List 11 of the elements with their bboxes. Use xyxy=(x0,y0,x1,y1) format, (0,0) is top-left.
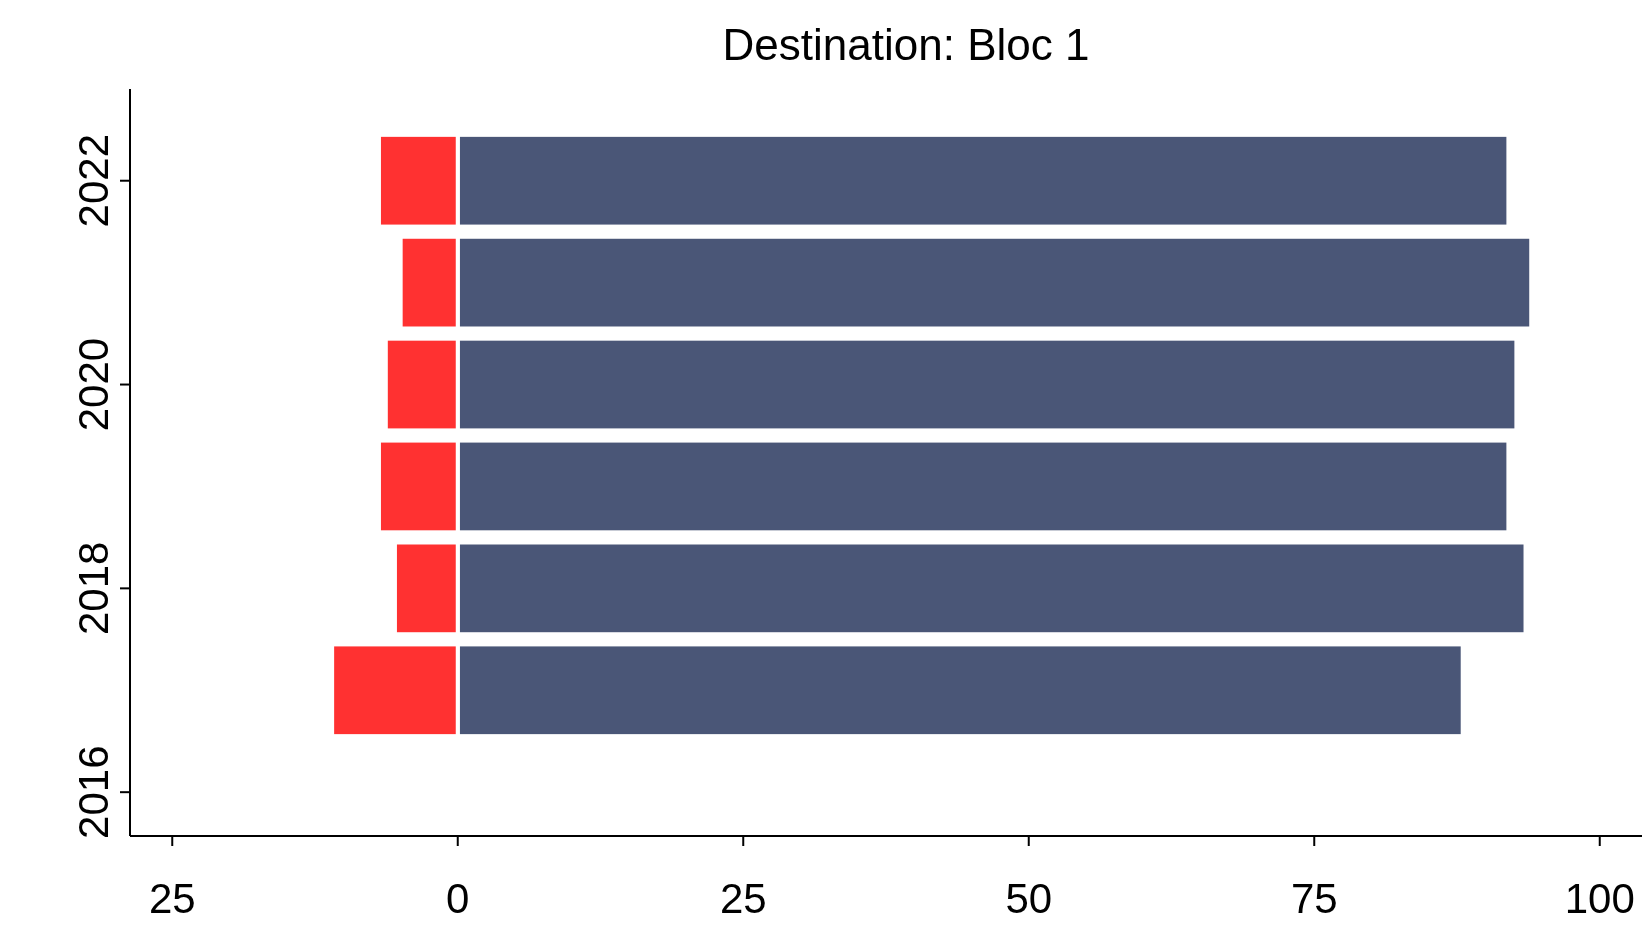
y-tick-label: 2016 xyxy=(70,745,117,839)
x-tick-label: 100 xyxy=(1564,875,1635,922)
x-tick-label: 50 xyxy=(1005,875,1053,922)
x-tick-label: 25 xyxy=(148,875,196,922)
x-tick-label: 75 xyxy=(1290,875,1338,922)
x-tick-label: 0 xyxy=(446,875,470,922)
x-tick-label: 25 xyxy=(719,875,767,922)
chart-title: Destination: Bloc 1 xyxy=(722,20,1090,69)
y-tick-label: 2018 xyxy=(70,541,117,636)
y-tick-label: 2020 xyxy=(70,337,117,432)
y-tick-label: 2022 xyxy=(70,134,117,228)
